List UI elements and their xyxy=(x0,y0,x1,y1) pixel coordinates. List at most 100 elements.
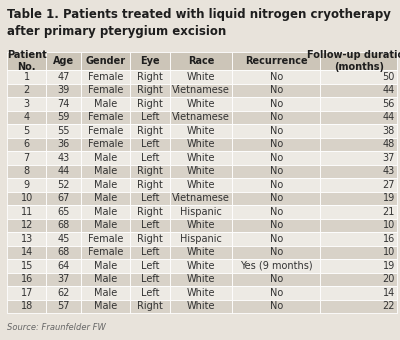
Bar xyxy=(232,245,320,259)
Text: 43: 43 xyxy=(58,153,70,163)
Bar xyxy=(81,151,130,165)
Text: Hispanic: Hispanic xyxy=(180,234,222,244)
Bar xyxy=(170,300,232,313)
Text: 10: 10 xyxy=(21,193,33,203)
Bar xyxy=(320,178,397,191)
Text: White: White xyxy=(186,72,215,82)
Bar xyxy=(232,70,320,84)
Text: Right: Right xyxy=(137,166,163,176)
Text: 59: 59 xyxy=(58,112,70,122)
Bar xyxy=(81,259,130,272)
Text: No: No xyxy=(270,112,283,122)
Text: Male: Male xyxy=(94,166,117,176)
Text: Yes (9 months): Yes (9 months) xyxy=(240,261,312,271)
Bar xyxy=(46,52,81,70)
Text: 21: 21 xyxy=(383,207,395,217)
Text: Left: Left xyxy=(140,247,159,257)
Bar xyxy=(170,219,232,232)
Text: No: No xyxy=(270,126,283,136)
Text: Table 1. Patients treated with liquid nitrogen cryotherapy
after primary pterygi: Table 1. Patients treated with liquid ni… xyxy=(7,8,391,37)
Bar xyxy=(170,124,232,137)
Bar xyxy=(81,137,130,151)
Bar xyxy=(81,84,130,97)
Bar xyxy=(130,272,170,286)
Bar xyxy=(130,70,170,84)
Text: 39: 39 xyxy=(58,85,70,95)
Text: White: White xyxy=(186,261,215,271)
Bar xyxy=(81,191,130,205)
Text: 16: 16 xyxy=(21,274,33,284)
Text: 44: 44 xyxy=(383,85,395,95)
Bar xyxy=(130,191,170,205)
Text: Male: Male xyxy=(94,261,117,271)
Bar xyxy=(320,151,397,165)
Bar xyxy=(320,219,397,232)
Bar xyxy=(7,245,46,259)
Bar xyxy=(46,178,81,191)
Bar xyxy=(320,97,397,110)
Bar xyxy=(81,286,130,300)
Bar xyxy=(46,300,81,313)
Text: Gender: Gender xyxy=(86,56,126,66)
Text: Left: Left xyxy=(140,288,159,298)
Bar xyxy=(46,232,81,245)
Bar xyxy=(170,97,232,110)
Text: 56: 56 xyxy=(383,99,395,109)
Bar xyxy=(46,151,81,165)
Text: Right: Right xyxy=(137,207,163,217)
Text: 43: 43 xyxy=(383,166,395,176)
Text: 6: 6 xyxy=(24,139,30,149)
Text: Female: Female xyxy=(88,139,123,149)
Text: No: No xyxy=(270,139,283,149)
Bar xyxy=(7,259,46,272)
Bar xyxy=(320,286,397,300)
Text: 20: 20 xyxy=(383,274,395,284)
Text: Female: Female xyxy=(88,72,123,82)
Bar xyxy=(320,245,397,259)
Text: Follow-up duration
(months): Follow-up duration (months) xyxy=(307,50,400,72)
Text: 27: 27 xyxy=(382,180,395,190)
Bar xyxy=(7,97,46,110)
Text: 13: 13 xyxy=(21,234,33,244)
Text: Left: Left xyxy=(140,193,159,203)
Bar xyxy=(46,272,81,286)
Bar xyxy=(81,205,130,219)
Bar xyxy=(130,219,170,232)
Text: No: No xyxy=(270,288,283,298)
Bar xyxy=(320,191,397,205)
Text: 62: 62 xyxy=(58,288,70,298)
Bar xyxy=(81,272,130,286)
Text: 16: 16 xyxy=(383,234,395,244)
Text: 7: 7 xyxy=(24,153,30,163)
Bar xyxy=(46,97,81,110)
Text: No: No xyxy=(270,301,283,311)
Bar xyxy=(7,110,46,124)
Bar xyxy=(81,110,130,124)
Bar xyxy=(320,84,397,97)
Text: White: White xyxy=(186,99,215,109)
Text: Left: Left xyxy=(140,153,159,163)
Bar xyxy=(7,137,46,151)
Text: No: No xyxy=(270,234,283,244)
Bar xyxy=(46,191,81,205)
Text: 15: 15 xyxy=(20,261,33,271)
Bar xyxy=(232,191,320,205)
Bar xyxy=(7,205,46,219)
Text: Female: Female xyxy=(88,234,123,244)
Text: No: No xyxy=(270,247,283,257)
Bar xyxy=(170,259,232,272)
Bar xyxy=(130,232,170,245)
Text: Female: Female xyxy=(88,112,123,122)
Bar xyxy=(170,110,232,124)
Bar xyxy=(232,272,320,286)
Text: White: White xyxy=(186,126,215,136)
Text: 47: 47 xyxy=(58,72,70,82)
Text: Age: Age xyxy=(53,56,74,66)
Text: No: No xyxy=(270,99,283,109)
Text: Patient
No.: Patient No. xyxy=(7,50,47,72)
Text: 52: 52 xyxy=(58,180,70,190)
Bar xyxy=(130,84,170,97)
Text: 14: 14 xyxy=(383,288,395,298)
Bar xyxy=(130,259,170,272)
Text: Hispanic: Hispanic xyxy=(180,207,222,217)
